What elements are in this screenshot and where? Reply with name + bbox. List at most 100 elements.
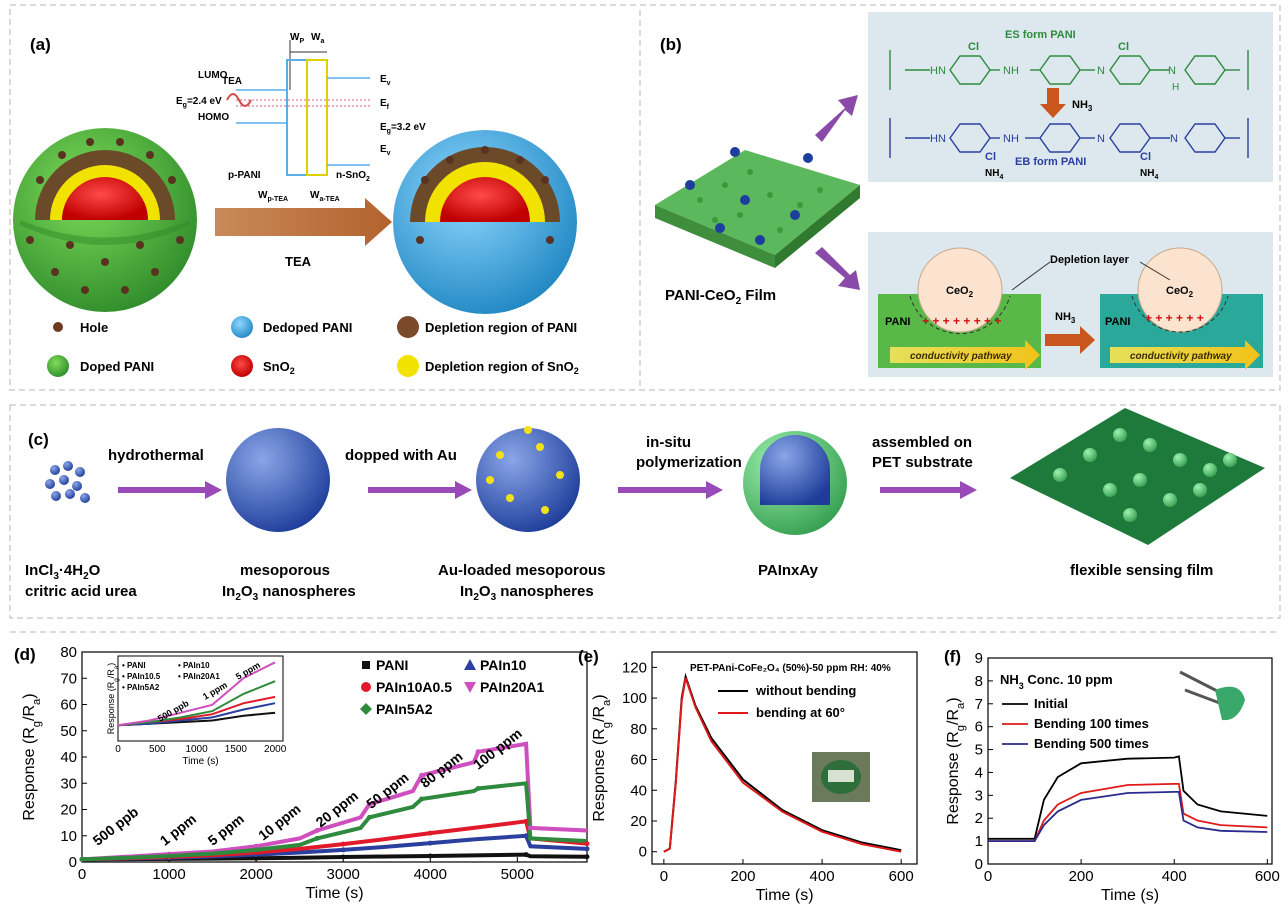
y-tick-label: 30	[60, 775, 77, 792]
data-point	[584, 846, 590, 852]
legend-label: PAIn20A1	[480, 679, 545, 695]
inset-legend-label: • PAIn20A1	[178, 672, 220, 681]
flexible-device-photo	[1179, 670, 1245, 721]
panel-a-legend: Hole Dedoped PANI Depletion region of PA…	[47, 316, 579, 377]
inset-frame	[117, 655, 284, 742]
step-pet: PET substrate	[872, 454, 973, 471]
inset-x-tick: 0	[115, 744, 121, 755]
painxay-sphere	[743, 431, 847, 535]
data-point	[584, 841, 590, 847]
data-point	[340, 847, 346, 853]
data-point	[419, 796, 425, 802]
data-point	[427, 840, 433, 846]
legend-sno2: SnO2	[263, 359, 295, 376]
y-tick-label: 20	[630, 813, 647, 830]
data-point	[475, 786, 481, 791]
ceo2-1: CeO2	[946, 285, 974, 299]
inset-x-tick: 1000	[185, 744, 208, 755]
inset-series-line	[117, 661, 276, 727]
eb-form-label: EB form PANI	[1015, 156, 1086, 168]
data-point	[523, 833, 529, 839]
pathway-2: conductivity pathway	[1130, 351, 1232, 362]
photo-label	[828, 770, 854, 782]
legend-label: Initial	[1034, 696, 1068, 711]
data-point	[475, 749, 481, 755]
caption-c5: flexible sensing film	[1070, 562, 1213, 579]
step-dopped: dopped with Au	[345, 447, 457, 464]
y-tick-label: 20	[60, 802, 77, 819]
y-tick-label: 9	[975, 650, 983, 667]
x-tick-label: 600	[1255, 868, 1280, 885]
y-tick-label: 0	[69, 854, 77, 871]
cl-1: Cl	[968, 41, 979, 53]
panel-d-label: (d)	[14, 645, 36, 664]
x-axis-label: Time (s)	[305, 885, 363, 902]
data-point	[427, 853, 433, 859]
inset-x-label: Time (s)	[182, 756, 218, 767]
legend-depl-sno2: Depletion region of SnO2	[425, 359, 579, 376]
panel-c-label: (c)	[28, 430, 49, 449]
hn-1: HN	[930, 65, 946, 77]
x-axis-label: Time (s)	[755, 887, 813, 904]
concentration-label: 1 ppm	[157, 811, 199, 849]
concentration-label: 5 ppm	[205, 811, 247, 849]
x-tick-label: 4000	[414, 866, 447, 883]
cl-3: Cl	[985, 151, 996, 163]
y-tick-label: 70	[60, 670, 77, 687]
arrow-upper	[815, 95, 858, 142]
p-pani-label: p-PANI	[228, 170, 261, 181]
x-tick-label: 0	[660, 868, 668, 885]
x-tick-label: 400	[1162, 868, 1187, 885]
sphere-doped	[13, 128, 197, 312]
h-1: H	[1172, 82, 1179, 93]
x-tick-label: 200	[730, 868, 755, 885]
data-point	[314, 835, 320, 841]
arrow-c2	[368, 481, 472, 499]
panel-c: (c) hydrothermal dopped with Au in-situ …	[25, 408, 1265, 603]
chart-d-legend: PANI PAIn10 PAIn10A0.5 PAIn20A1 PAIn5A2	[360, 657, 545, 717]
n-2: N	[1168, 65, 1176, 77]
y-tick-label: 1	[975, 833, 983, 850]
tea-arrow	[215, 198, 392, 246]
chem-box: ES form PANI Cl Cl HN NH N N H	[868, 12, 1273, 182]
chem-arrow	[1040, 88, 1066, 118]
ef-label: Ef	[380, 98, 390, 111]
series-line	[663, 677, 902, 853]
legend-label: without bending	[755, 683, 856, 698]
caption-c4: PAInxAy	[758, 562, 819, 579]
legend-depl-pani: Depletion region of PANI	[425, 320, 577, 335]
series-line	[988, 755, 1268, 840]
bent-device-photo	[812, 752, 870, 802]
legend-dedoped: Dedoped PANI	[263, 320, 352, 335]
nh4-2: NH4	[1140, 168, 1158, 181]
eg-right-label: Eg=3.2 eV	[380, 122, 426, 135]
inset-legend-label: • PAIn5A2	[122, 683, 160, 692]
y-axis-label: Response (Rg/Ra)	[945, 697, 967, 824]
legend-marker	[360, 703, 372, 715]
panel-a-label: (a)	[30, 35, 51, 54]
wa-tea-label: Wa-TEA	[310, 190, 340, 203]
y-tick-label: 7	[975, 696, 983, 713]
panel-f-label: (f)	[944, 647, 961, 666]
lumo-label: LUMO	[198, 70, 228, 81]
x-tick-label: 600	[889, 868, 914, 885]
data-point	[523, 852, 529, 858]
inset-legend-label: • PAIn10.5	[122, 672, 161, 681]
arrow-lower	[815, 247, 860, 290]
data-point	[253, 855, 259, 861]
y-axis-label: Response (Rg/Ra)	[21, 693, 43, 820]
n-3: N	[1097, 133, 1105, 145]
y-tick-label: 10	[60, 828, 77, 845]
plot-frame	[651, 651, 918, 865]
x-tick-label: 0	[984, 868, 992, 885]
inset-x-tick: 1500	[225, 744, 248, 755]
y-tick-label: 80	[630, 721, 647, 738]
data-point	[79, 856, 85, 862]
y-tick-label: 2	[975, 810, 983, 827]
tea-arrow-label: TEA	[285, 254, 312, 269]
arrow-c3	[618, 481, 723, 499]
mesoporous-sphere	[226, 428, 330, 532]
caption-c3b: In2O3 nanospheres	[460, 583, 594, 603]
depletion-layer-label: Depletion layer	[1050, 254, 1130, 266]
y-tick-label: 40	[60, 749, 77, 766]
